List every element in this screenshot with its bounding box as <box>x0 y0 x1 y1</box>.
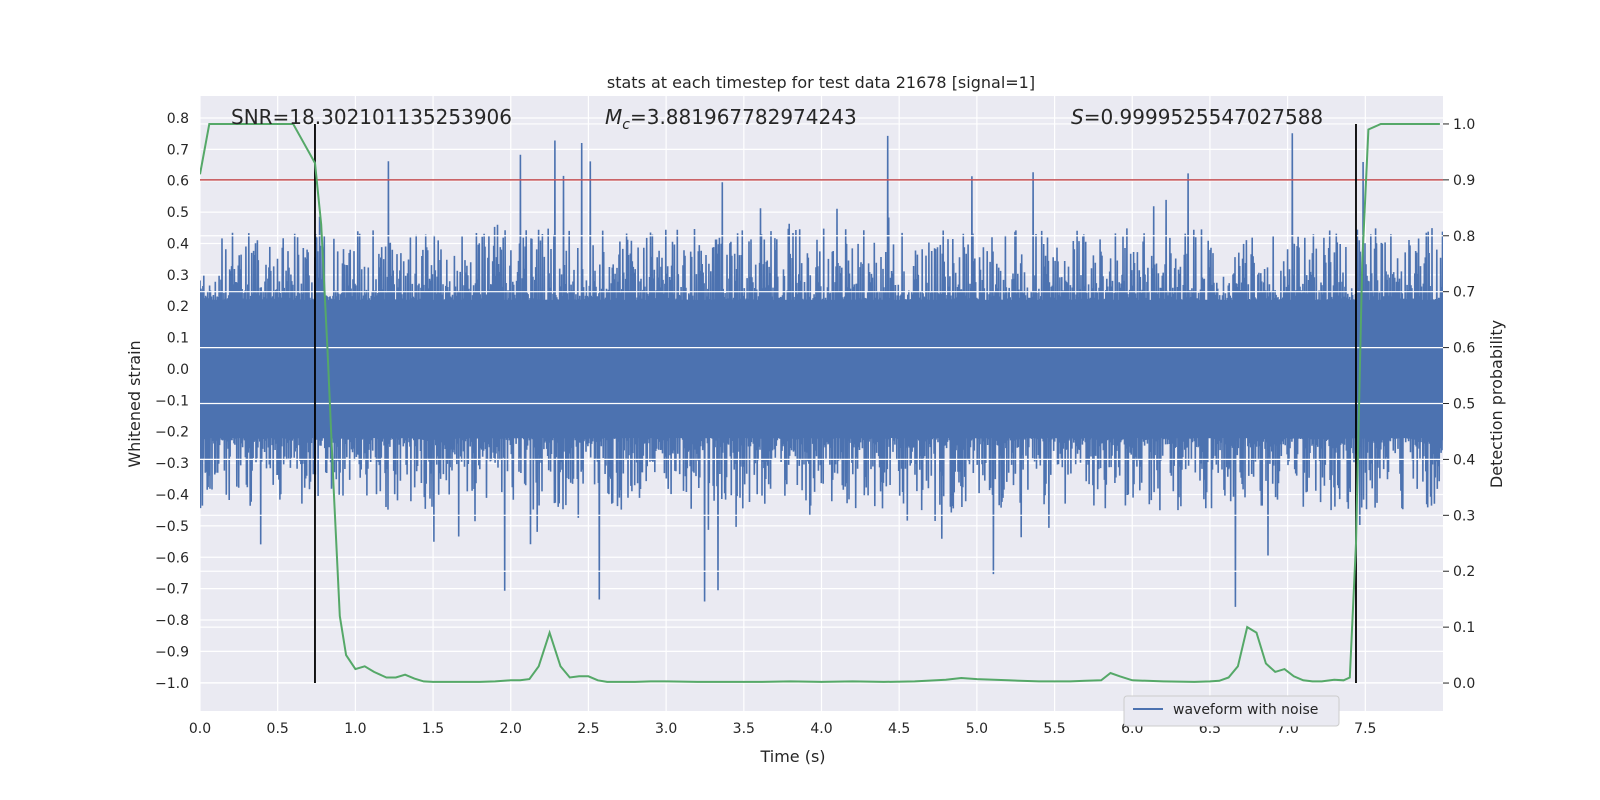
chirp-mass-annotation: Mc=3.881967782974243 <box>605 105 857 133</box>
chirp-mass-value: =3.881967782974243 <box>630 105 857 129</box>
y-tick-label: −0.1 <box>155 393 189 409</box>
legend: waveform with noise <box>1123 695 1340 727</box>
x-tick-label: 2.5 <box>577 721 599 737</box>
legend-label-waveform: waveform with noise <box>1173 702 1318 718</box>
y-tick-label: 0.6 <box>167 174 189 190</box>
y2-tick-label: 0.8 <box>1453 229 1475 245</box>
x-tick-label: 5.0 <box>966 721 988 737</box>
y2-tick-label: 0.0 <box>1453 676 1475 692</box>
y-tick-label: −0.2 <box>155 425 189 441</box>
x-tick-label: 4.5 <box>888 721 910 737</box>
y-tick-label: −0.3 <box>155 456 189 472</box>
y-axis-label: Whitened strain <box>125 340 144 467</box>
y2-tick-label: 0.6 <box>1453 341 1475 357</box>
chart-title: stats at each timestep for test data 216… <box>607 73 1035 92</box>
y2-axis-label: Detection probability <box>1487 320 1506 488</box>
detection-probability-series <box>200 123 1440 683</box>
y2-tick-label: 0.9 <box>1453 173 1475 189</box>
y2-tick-label: 0.2 <box>1453 564 1475 580</box>
y-tick-label: 0.4 <box>167 236 189 252</box>
x-tick-label: 0.5 <box>267 721 289 737</box>
x-tick-label: 5.5 <box>1043 721 1065 737</box>
chirp-mass-symbol: M <box>605 105 622 129</box>
x-axis-label: Time (s) <box>759 747 825 766</box>
y-tick-label: 0.3 <box>167 268 189 284</box>
y-tick-label: 0.7 <box>167 142 189 158</box>
y-tick-labels: 0.8 0.7 0.6 0.5 0.4 0.3 0.2 0.1 0.0 −0.1 −0.2 −0.3 −… <box>155 111 189 692</box>
y-tick-label: −0.9 <box>155 644 189 660</box>
y-tick-label: −1.0 <box>155 676 189 692</box>
y-tick-label: 0.2 <box>167 299 189 315</box>
x-tick-label: 0.0 <box>189 721 211 737</box>
y2-tick-label: 0.1 <box>1453 620 1475 636</box>
y2-tick-label: 0.7 <box>1453 285 1475 301</box>
y-tick-label: −0.7 <box>155 582 189 598</box>
y-tick-label: −0.8 <box>155 613 189 629</box>
y2-tick-label: 1.0 <box>1453 117 1475 133</box>
y2-tick-labels: 1.0 0.9 0.8 0.7 0.6 0.5 0.4 0.3 0.2 0.1 0.0 <box>1443 117 1475 692</box>
event-vertical-lines <box>314 123 1357 684</box>
chirp-mass-subscript: c <box>622 117 630 133</box>
x-tick-label: 1.5 <box>422 721 444 737</box>
y-tick-label: 0.8 <box>167 111 189 127</box>
x-tick-label: 3.5 <box>733 721 755 737</box>
y-tick-label: −0.5 <box>155 519 189 535</box>
score-symbol: S <box>1071 105 1084 129</box>
y-tick-label: 0.0 <box>167 362 189 378</box>
x-tick-labels: 0.0 0.5 1.0 1.5 2.0 2.5 3.0 3.5 4.0 4.5 5.0 5.5 6.0 6… <box>189 721 1377 737</box>
x-tick-label: 1.0 <box>344 721 366 737</box>
y2-tick-label: 0.4 <box>1453 452 1475 468</box>
x-tick-label: 3.0 <box>655 721 677 737</box>
score-annotation: S=0.9999525547027588 <box>1071 105 1323 129</box>
y2-gridlines-overlay <box>200 123 1443 684</box>
score-value: =0.9999525547027588 <box>1084 105 1323 129</box>
x-tick-label: 7.5 <box>1354 721 1376 737</box>
x-tick-label: 2.0 <box>500 721 522 737</box>
y2-tick-label: 0.3 <box>1453 508 1475 524</box>
y-tick-label: −0.4 <box>155 487 189 503</box>
y-tick-label: 0.5 <box>167 205 189 221</box>
x-tick-label: 4.0 <box>810 721 832 737</box>
y-tick-label: 0.1 <box>167 331 189 347</box>
y-tick-label: −0.6 <box>155 550 189 566</box>
y2-tick-label: 0.5 <box>1453 397 1475 413</box>
snr-annotation: SNR=18.302101135253906 <box>231 105 512 129</box>
waveform-with-noise-series <box>200 133 1443 607</box>
legend-box <box>1123 695 1340 727</box>
